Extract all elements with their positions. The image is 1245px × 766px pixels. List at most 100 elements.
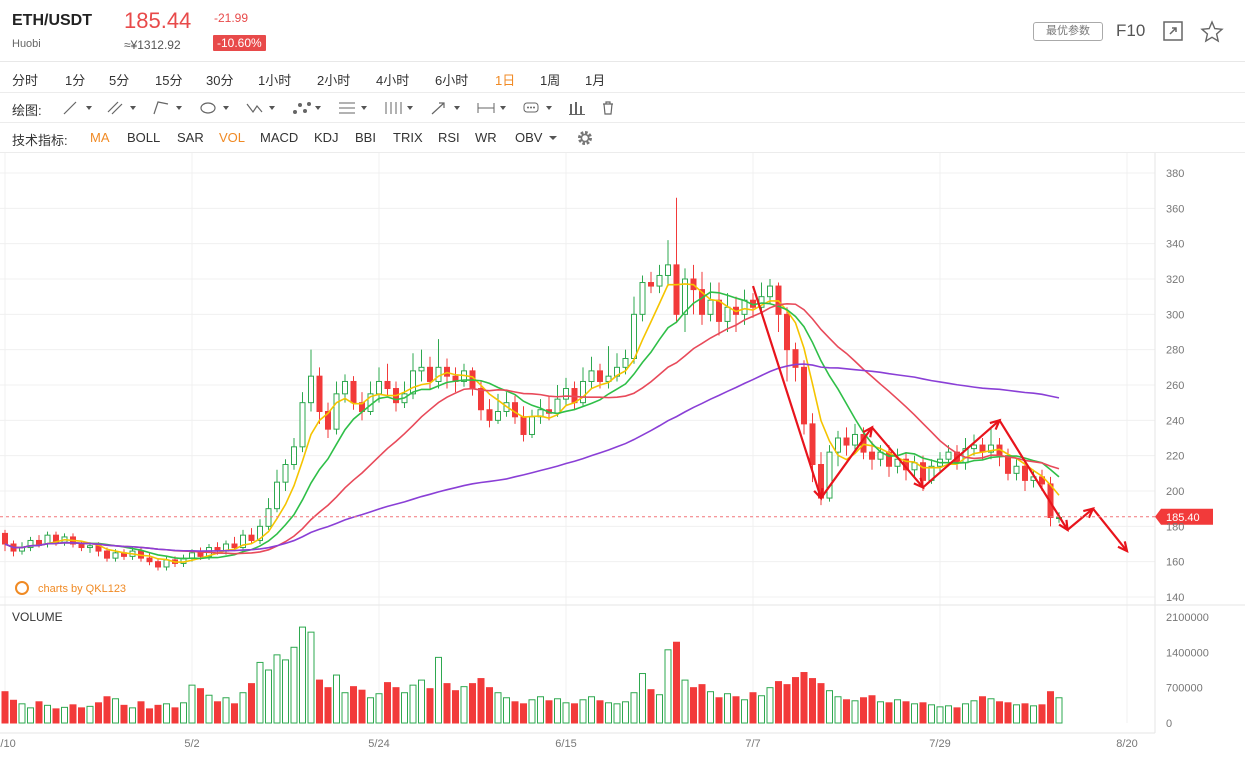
indicators-label: 技术指标:	[12, 133, 68, 148]
volume-bar	[316, 679, 323, 724]
candle-body	[27, 539, 34, 549]
volume-bar	[605, 702, 612, 724]
bars-chart-tool[interactable]	[568, 99, 586, 117]
candle-body	[622, 358, 629, 368]
volume-bar	[307, 631, 315, 724]
candle-body	[291, 446, 297, 466]
candle-body	[988, 444, 994, 453]
indicator-macd[interactable]: MACD	[260, 130, 299, 145]
indicator-vol[interactable]: VOL	[219, 130, 246, 145]
line-tool[interactable]	[62, 99, 96, 117]
volume-bar	[52, 708, 60, 724]
kline-chart[interactable]: 185.40 380 360 340 320 300 280 260 240 220 200 180 1…	[0, 153, 1245, 766]
indicator-trix[interactable]: TRIX	[393, 130, 423, 145]
star-icon[interactable]	[1200, 20, 1224, 44]
indicator-sar[interactable]: SAR	[177, 130, 204, 145]
volume-bar	[392, 687, 400, 724]
period-tab[interactable]: 6小时	[435, 73, 469, 88]
candle-body	[240, 534, 246, 549]
volume-bar	[613, 703, 621, 724]
volume-bar	[571, 703, 578, 724]
candle-body	[520, 416, 527, 435]
f10-button[interactable]: F10	[1116, 21, 1146, 40]
volume-bar	[809, 678, 816, 724]
indicator-ma[interactable]: MA	[90, 130, 110, 145]
chart-canvas[interactable]: 185.40 380 360 340 320 300 280 260 240 220 200 180 1…	[0, 153, 1245, 766]
indicator-boll[interactable]: BOLL	[127, 130, 161, 145]
obv-dropdown-icon[interactable]	[548, 129, 558, 147]
candle-body	[197, 552, 204, 557]
ray-tool[interactable]	[152, 99, 186, 117]
comment-tool[interactable]	[522, 99, 556, 117]
candle-body	[146, 557, 153, 563]
candle-body	[767, 285, 773, 298]
volume-bar	[758, 695, 765, 724]
period-tab[interactable]: 1月	[585, 73, 606, 88]
period-tab[interactable]: 1分	[65, 73, 86, 88]
gear-icon[interactable]	[576, 129, 594, 147]
candle-body	[792, 349, 799, 368]
volume-bar	[639, 673, 646, 724]
candle-body	[648, 282, 654, 287]
volume-bar	[146, 708, 153, 724]
indicator-bbi[interactable]: BBI	[355, 130, 376, 145]
volume-bar	[715, 697, 723, 724]
volume-bar	[537, 696, 544, 724]
period-tab[interactable]: 15分	[155, 73, 183, 88]
volume-bar	[911, 703, 918, 724]
period-tab[interactable]: 4小时	[376, 73, 410, 88]
price-tick-label: 180	[1166, 521, 1184, 533]
candle-body	[971, 444, 977, 450]
volume-bar	[741, 699, 748, 724]
period-tab[interactable]: 30分	[206, 73, 234, 88]
volume-bar	[112, 698, 119, 724]
drawing-toolbar: 绘图:	[0, 93, 1245, 123]
volume-bar	[409, 684, 417, 724]
fibonacci-tool[interactable]	[337, 99, 371, 117]
pattern-tool[interactable]	[291, 99, 325, 117]
period-tab[interactable]: 2小时	[317, 73, 351, 88]
candle-body	[639, 282, 646, 315]
arrow-tool[interactable]	[430, 99, 464, 117]
candle-body	[801, 366, 807, 425]
period-tab[interactable]: 1小时	[258, 73, 292, 88]
pair-title[interactable]: ETH/USDT	[12, 12, 92, 29]
indicator-rsi[interactable]: RSI	[438, 130, 460, 145]
indicator-bar: 技术指标: MA BOLL SAR VOL MACD KDJ BBI TRIX …	[0, 123, 1245, 153]
period-tab[interactable]: 1周	[540, 73, 561, 88]
indicator-wr[interactable]: WR	[475, 130, 497, 145]
indicator-obv[interactable]: OBV	[515, 130, 543, 145]
fullscreen-icon[interactable]	[1162, 20, 1186, 44]
measure-tool[interactable]	[476, 99, 510, 117]
volume-tick-label: 2100000	[1166, 612, 1209, 624]
best-params-button[interactable]: 最优参数	[1033, 22, 1103, 41]
volume-bar	[843, 699, 850, 724]
parallel-line-tool[interactable]	[106, 99, 140, 117]
volume-bar	[987, 698, 995, 724]
volume-bar	[562, 702, 570, 724]
volume-bar	[1, 691, 9, 724]
indicator-kdj[interactable]: KDJ	[314, 130, 339, 145]
period-tab[interactable]: 分时	[12, 73, 39, 88]
period-tab-active[interactable]: 1日	[495, 73, 516, 88]
candle-body	[308, 375, 314, 404]
volume-bar	[545, 700, 553, 724]
candle-body	[427, 366, 433, 382]
volume-bar	[435, 656, 442, 724]
ellipse-tool[interactable]	[199, 99, 233, 117]
volume-bar	[69, 704, 77, 724]
zigzag-tool[interactable]	[245, 99, 279, 117]
volume-bar	[350, 686, 357, 724]
vertical-lines-tool[interactable]	[383, 99, 417, 117]
volume-bar	[35, 701, 43, 724]
candle-body	[410, 370, 416, 395]
trash-icon[interactable]	[600, 99, 616, 117]
volume-bar	[78, 707, 85, 724]
candle-body	[155, 561, 161, 568]
volume-bar	[443, 683, 451, 724]
period-tab[interactable]: 5分	[109, 73, 130, 88]
volume-bar	[358, 689, 366, 724]
volume-bar	[698, 684, 706, 724]
cny-price: ≈¥1312.92	[124, 38, 181, 52]
price-tick-label: 360	[1166, 203, 1184, 215]
